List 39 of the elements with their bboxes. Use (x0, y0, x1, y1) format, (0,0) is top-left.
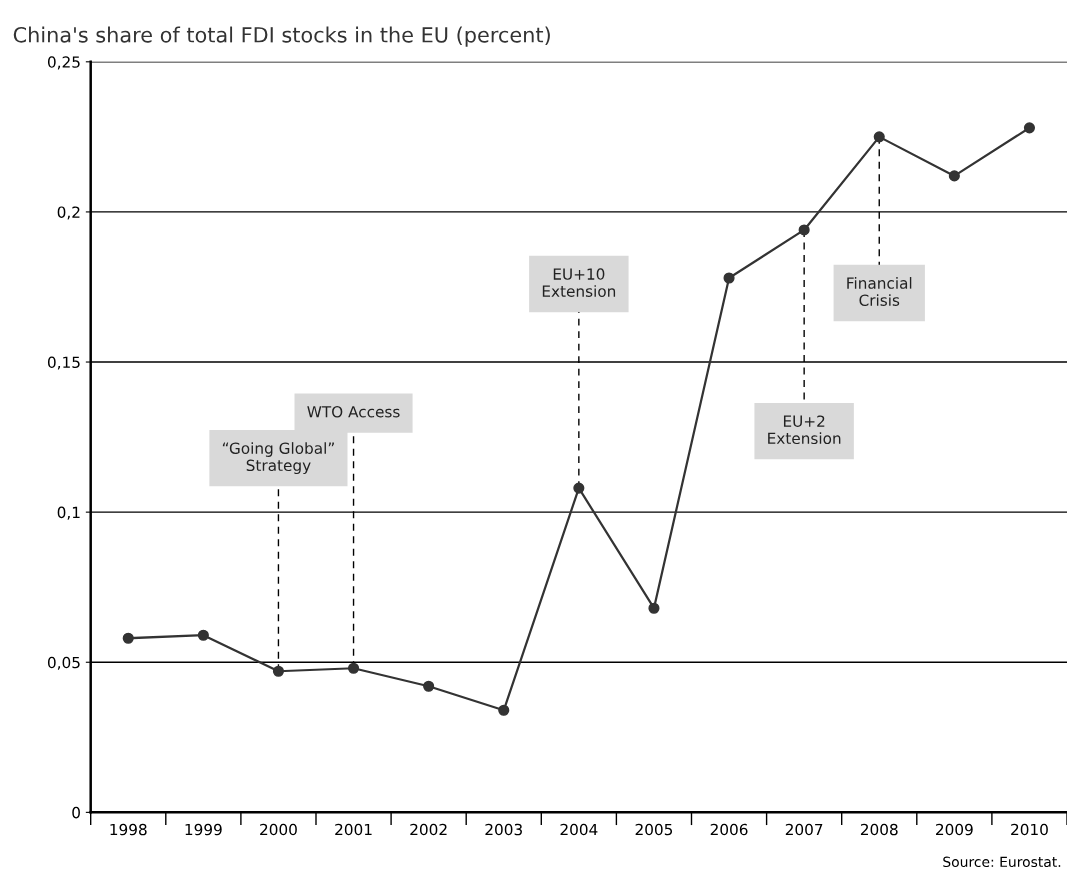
x-tick-label: 2003 (485, 823, 522, 836)
y-tick-label: 0,05 (47, 656, 80, 670)
point (798, 224, 810, 236)
y-tick-label: 0,2 (57, 206, 80, 220)
x-tick-label: 1998 (110, 823, 147, 836)
point (197, 629, 209, 641)
x-tick-label: 2001 (335, 823, 372, 836)
x-tick-label: 2007 (785, 823, 823, 836)
x-tick-label: 2002 (410, 823, 447, 836)
point (873, 131, 885, 143)
y-tick-label: 0,1 (57, 506, 80, 520)
x-tick-label: 2000 (260, 823, 297, 836)
x-tick-label: 1999 (185, 823, 222, 836)
annotation: WTO Access (307, 405, 400, 418)
annotation: Financial Crisis (847, 277, 912, 306)
annotation: “Going Global” Strategy (222, 442, 334, 475)
x-tick-label: 2009 (936, 823, 973, 836)
point (272, 665, 285, 677)
point (573, 482, 585, 494)
x-tick-label: 2008 (860, 823, 898, 836)
x-tick-label: 2006 (710, 823, 748, 836)
point (1023, 122, 1036, 134)
point (423, 680, 435, 692)
point (122, 632, 134, 644)
annotation: EU+2 Extension (768, 415, 841, 445)
x-tick-label: 2004 (560, 823, 598, 836)
chart-title: China's share of total FDI stocks in the EU (percent) (13, 26, 550, 47)
x-tick-label: 2010 (1011, 823, 1048, 836)
y-tick-label: 0 (72, 806, 80, 819)
point (948, 170, 960, 182)
point (498, 704, 510, 716)
x-tick-label: 2005 (635, 823, 673, 836)
y-tick-label: 0,15 (47, 356, 80, 370)
point (347, 662, 360, 674)
y-tick-label: 0,25 (47, 56, 80, 70)
annotation: EU+10 Extension (542, 268, 616, 297)
point (648, 602, 660, 614)
source-note: Source: Eurostat. (943, 856, 1061, 868)
point (723, 272, 735, 284)
